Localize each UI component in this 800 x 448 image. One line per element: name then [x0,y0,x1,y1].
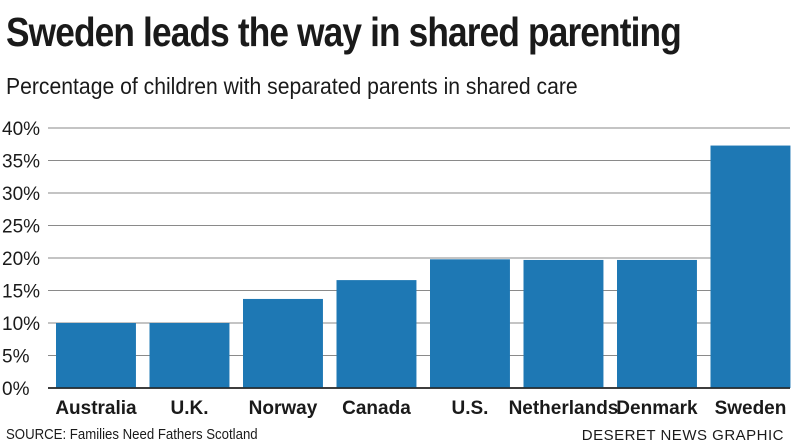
bar-norway [243,298,323,388]
x-tick-label: Denmark [616,398,698,419]
y-tick-label: 20% [2,249,40,270]
x-tick-label: U.K. [170,398,208,419]
y-tick-label: 40% [2,119,40,140]
bar-u-s [430,259,510,388]
x-tick-label: Sweden [715,398,787,419]
chart-subtitle: Percentage of children with separated pa… [6,73,578,99]
x-tick-label: Australia [55,398,137,419]
x-tick-label: Canada [342,398,411,419]
x-tick-label: U.S. [451,398,488,419]
bar-netherlands [523,259,604,388]
bar-u-k [149,323,230,388]
bar-canada [336,280,417,388]
y-tick-label: 10% [2,314,40,335]
y-tick-label: 25% [2,217,40,238]
graphic-credit: DESERET NEWS GRAPHIC [581,427,784,444]
x-axis-ticks: Australia U.K. Norway Canada U.S. Netherlands… [55,398,786,419]
y-axis-ticks: 0% 5% 10% 15% 20% 25% 30% 35% 40% [2,119,40,400]
y-tick-label: 35% [2,152,40,173]
x-tick-label: Norway [249,398,318,419]
chart-title: Sweden leads the way in shared parenting [6,9,682,55]
bar-australia [56,323,136,388]
source-note: SOURCE: Families Need Fathers Scotland [6,426,258,443]
y-tick-label: 0% [2,379,30,400]
bars [48,145,791,389]
bar-sweden [710,145,791,388]
x-tick-label: Netherlands [509,398,619,419]
bar-denmark [617,259,697,388]
y-tick-label: 15% [2,282,40,303]
y-tick-label: 5% [2,347,30,368]
y-tick-label: 30% [2,184,40,205]
